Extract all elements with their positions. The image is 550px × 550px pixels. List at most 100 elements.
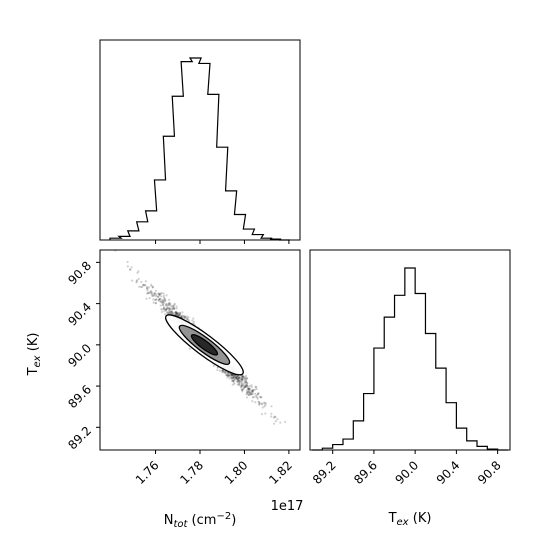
scatter-point [244,384,248,387]
scatter-point [239,386,243,389]
scatter-point [146,287,149,290]
scatter-point [245,396,249,399]
scatter-point [256,393,259,396]
scatter-point [149,291,153,295]
scatter-point [279,421,282,424]
scatter-point [230,375,233,379]
confidence-contours [164,314,244,376]
scatter-point [235,375,238,379]
scatter-point [157,298,161,301]
scatter-point [151,285,155,288]
x-tick-label-tex-1: 89.6 [351,458,380,487]
scatter-point [247,393,250,397]
scatter-point [248,387,251,391]
scatter-point [245,384,249,388]
scatter-point [251,389,254,392]
scatter-point [230,373,233,377]
y-ticks-joint: 89.2 89.6 90.0 90.4 90.8 [65,259,100,452]
scatter-point [162,307,165,310]
scatter-point [241,390,244,393]
scatter-point [150,283,153,286]
scatter-point [162,294,165,298]
scatter-point [187,319,191,322]
scatter-point [236,379,239,382]
scatter-point [230,373,233,377]
scatter-point [159,304,162,307]
scatter-point [168,303,171,306]
scatter-point [248,391,252,394]
scatter-point [179,313,182,317]
scatter-point [235,376,238,379]
scatter-point [176,314,180,317]
x-offset-label: 1e17 [271,499,304,514]
panel-tex-histogram: 89.2 89.6 90.0 90.4 90.8 Tex (K) [309,249,511,528]
scatter-point [165,308,168,311]
scatter-point [253,388,257,391]
scatter-point [149,290,152,293]
scatter-point [244,380,247,384]
scatter-point [172,307,176,310]
scatter-point [184,315,187,318]
scatter-point [245,385,248,388]
scatter-point [128,268,132,271]
scatter-point [164,299,167,302]
x-axis-label-ntot-base: N [164,513,174,528]
scatter-point [229,376,233,379]
scatter-point [188,347,191,350]
y-axis-label-tex-base: T [26,367,41,376]
x-axis-label-tex: Tex (K) [388,511,432,528]
scatter-point [157,292,160,295]
histogram-tex [312,267,508,451]
scatter-point [162,300,165,303]
y-axis-label-tex: Tex (K) [26,333,43,377]
scatter-point [244,385,247,388]
x-axis-label-ntot-sup: −2 [216,511,231,522]
scatter-point [161,303,164,307]
scatter-point [171,304,174,308]
scatter-point [251,390,254,394]
scatter-point [165,294,168,297]
scatter-point [254,385,257,388]
scatter-point [164,309,168,312]
scatter-point [166,310,169,314]
scatter-point [154,289,158,292]
scatter-point [130,266,133,269]
scatter-point [183,316,187,320]
scatter-point [157,295,160,298]
scatter-point [175,311,178,314]
scatter-point [169,310,172,314]
x-tick-label-2: 1.80 [222,458,251,487]
scatter-point [177,313,181,316]
scatter-point [147,286,151,289]
scatter-point [238,380,241,383]
scatter-point [228,374,231,377]
scatter-point [246,387,250,390]
scatter-point [238,381,241,384]
scatter-point [137,277,140,281]
y-tick-label-4: 90.8 [65,259,94,288]
scatter-point [168,301,171,305]
scatter-point [168,307,171,310]
scatter-point [168,302,171,305]
scatter-point [151,295,154,298]
scatter-point [187,316,190,319]
scatter-point [168,307,171,311]
scatter-point [234,374,237,377]
panel-ntot-histogram [99,39,301,244]
scatter-point [175,307,178,310]
scatter-point [235,377,239,380]
scatter-point [252,396,255,399]
scatter-point [256,396,259,399]
scatter-point [257,392,260,395]
scatter-point [161,299,165,303]
scatter-point [181,311,184,314]
scatter-point [240,385,243,388]
scatter-point [174,310,177,314]
scatter-point [167,303,170,306]
scatter-point [192,317,195,320]
scatter-point [232,376,235,379]
scatter-point [173,302,176,305]
scatter-point [243,386,247,389]
scatter-point [161,298,164,301]
scatter-point [146,291,149,294]
